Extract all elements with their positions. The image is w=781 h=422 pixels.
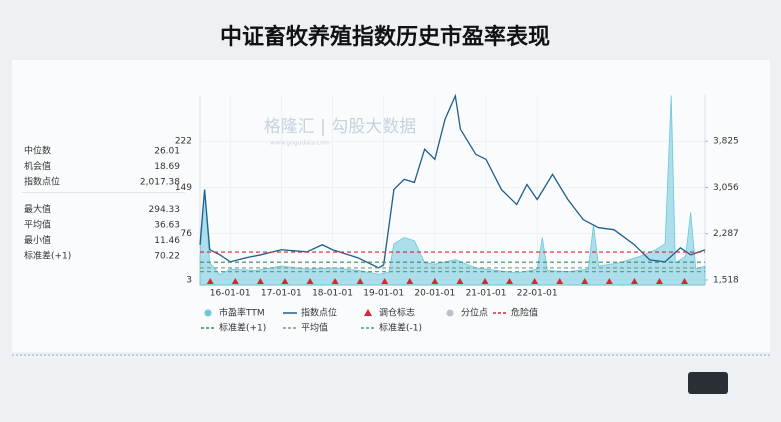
x-tick-label: 20-01-01 <box>414 289 455 299</box>
stat-label: 最小值 <box>24 234 51 246</box>
y2-tick-label: 3,056 <box>713 183 739 193</box>
legend-label: 市盈率TTM <box>219 307 265 319</box>
rebalance-marker <box>281 278 289 284</box>
rebalance-marker <box>681 278 689 284</box>
y-tick-label: 3 <box>186 275 192 285</box>
rebalance-marker <box>506 278 514 284</box>
stat-value: 26.01 <box>154 147 180 157</box>
rebalance-marker <box>605 278 613 284</box>
rebalance-marker <box>256 278 264 284</box>
legend-label: 指数点位 <box>301 307 337 319</box>
legend-swatch <box>204 309 212 317</box>
y2-tick-label: 2,287 <box>713 229 739 239</box>
rebalance-marker <box>356 278 364 284</box>
x-tick-label: 22-01-01 <box>517 289 558 299</box>
rebalance-marker <box>406 278 414 284</box>
legend-swatch <box>446 309 454 317</box>
rebalance-marker <box>381 278 389 284</box>
x-tick-label: 19-01-01 <box>363 289 404 299</box>
index-line <box>199 93 706 269</box>
stat-value: 70.22 <box>154 252 180 262</box>
rebalance-marker <box>481 278 489 284</box>
x-tick-label: 21-01-01 <box>466 289 507 299</box>
x-tick-label: 18-01-01 <box>312 289 353 299</box>
y-tick-label: 149 <box>175 183 192 193</box>
stat-label: 机会值 <box>24 160 51 172</box>
x-tick-label: 16-01-01 <box>210 289 251 299</box>
logo <box>688 372 728 394</box>
stat-value: 11.46 <box>154 236 180 246</box>
legend-label: 分位点 <box>461 307 488 319</box>
x-tick-label: 17-01-01 <box>261 289 302 299</box>
legend-label: 调仓标志 <box>379 307 415 319</box>
rebalance-marker <box>556 278 564 284</box>
y2-tick-label: 3,825 <box>713 137 739 147</box>
stat-value: 18.69 <box>154 162 180 172</box>
stats-panel: 中位数 26.01 机会值 18.69 指数点位 2,017.38 最大值 294.33 平均值… <box>22 145 185 262</box>
stat-label: 中位数 <box>24 145 51 157</box>
rebalance-marker <box>630 278 638 284</box>
stat-label: 指数点位 <box>24 176 60 188</box>
rebalance-marker <box>331 278 339 284</box>
stat-value: 2,017.38 <box>140 178 180 188</box>
rebalance-marker <box>431 278 439 284</box>
rebalance-marker <box>306 278 314 284</box>
rebalance-marker <box>456 278 464 284</box>
card <box>12 60 770 352</box>
rebalance-marker <box>231 278 239 284</box>
legend-label: 危险值 <box>511 307 538 319</box>
rebalance-marker <box>531 278 539 284</box>
stat-value: 294.33 <box>149 205 181 215</box>
y2-tick-label: 1,518 <box>713 275 739 285</box>
stat-label: 平均值 <box>24 219 51 231</box>
y-tick-label: 222 <box>175 137 192 147</box>
legend-swatch <box>364 309 372 316</box>
stat-value: 36.63 <box>154 221 180 231</box>
y-tick-label: 76 <box>181 229 193 239</box>
watermark: 格隆汇 | 勾股大数据 <box>264 117 417 137</box>
rebalance-marker <box>206 278 214 284</box>
stat-label: 标准差(+1) <box>24 250 71 262</box>
rebalance-marker <box>581 278 589 284</box>
chart-title: 中证畜牧养殖指数历史市盈率表现 <box>220 24 550 50</box>
legend-label: 平均值 <box>301 322 328 334</box>
watermark-url: www.gogudata.com <box>270 140 330 147</box>
stat-label: 最大值 <box>24 203 51 215</box>
legend-label: 标准差(-1) <box>379 322 422 334</box>
rebalance-marker <box>655 278 663 284</box>
legend-label: 标准差(+1) <box>219 322 266 334</box>
